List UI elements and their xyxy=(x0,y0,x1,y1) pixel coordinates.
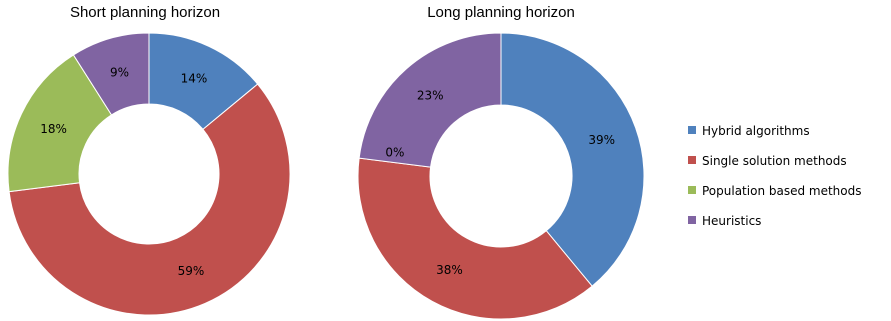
short-horizon-title: Short planning horizon xyxy=(70,4,220,21)
legend-label-hybrid-algorithms: Hybrid algorithms xyxy=(702,124,810,138)
data-label-population-based-methods: 18% xyxy=(40,122,67,136)
slice-heuristics xyxy=(358,32,502,168)
long-horizon-title: Long planning horizon xyxy=(427,4,575,21)
legend-swatch-heuristics xyxy=(688,216,696,224)
data-label-hybrid-algorithms: 39% xyxy=(588,133,615,147)
slice-single-solution-methods xyxy=(8,83,291,316)
data-label-hybrid-algorithms: 14% xyxy=(181,72,208,86)
legend-swatch-single-solution-methods xyxy=(688,156,696,164)
slice-population-based-methods xyxy=(7,54,113,193)
legend-label-single-solution-methods: Single solution methods xyxy=(702,154,847,168)
data-label-single-solution-methods: 38% xyxy=(436,263,463,277)
data-label-single-solution-methods: 59% xyxy=(178,264,205,278)
data-label-population-based-methods: 0% xyxy=(385,146,404,160)
slice-heuristics xyxy=(72,32,150,116)
slice-single-solution-methods xyxy=(357,157,593,320)
data-label-heuristics: 23% xyxy=(417,89,444,103)
legend-label-heuristics: Heuristics xyxy=(702,214,761,228)
legend-swatch-population-based-methods xyxy=(688,186,696,194)
legend: Hybrid algorithms Single solution method… xyxy=(688,124,862,228)
legend-label-population-based-methods: Population based methods xyxy=(702,184,862,198)
legend-swatch-hybrid-algorithms xyxy=(688,126,696,134)
slice-hybrid-algorithms xyxy=(500,32,645,287)
short-horizon-donut: Short planning horizon 14% 59% 18% 9% xyxy=(7,4,291,316)
data-label-heuristics: 9% xyxy=(110,66,129,80)
long-horizon-donut: Long planning horizon 39% 38% 0% 23% xyxy=(357,4,645,320)
